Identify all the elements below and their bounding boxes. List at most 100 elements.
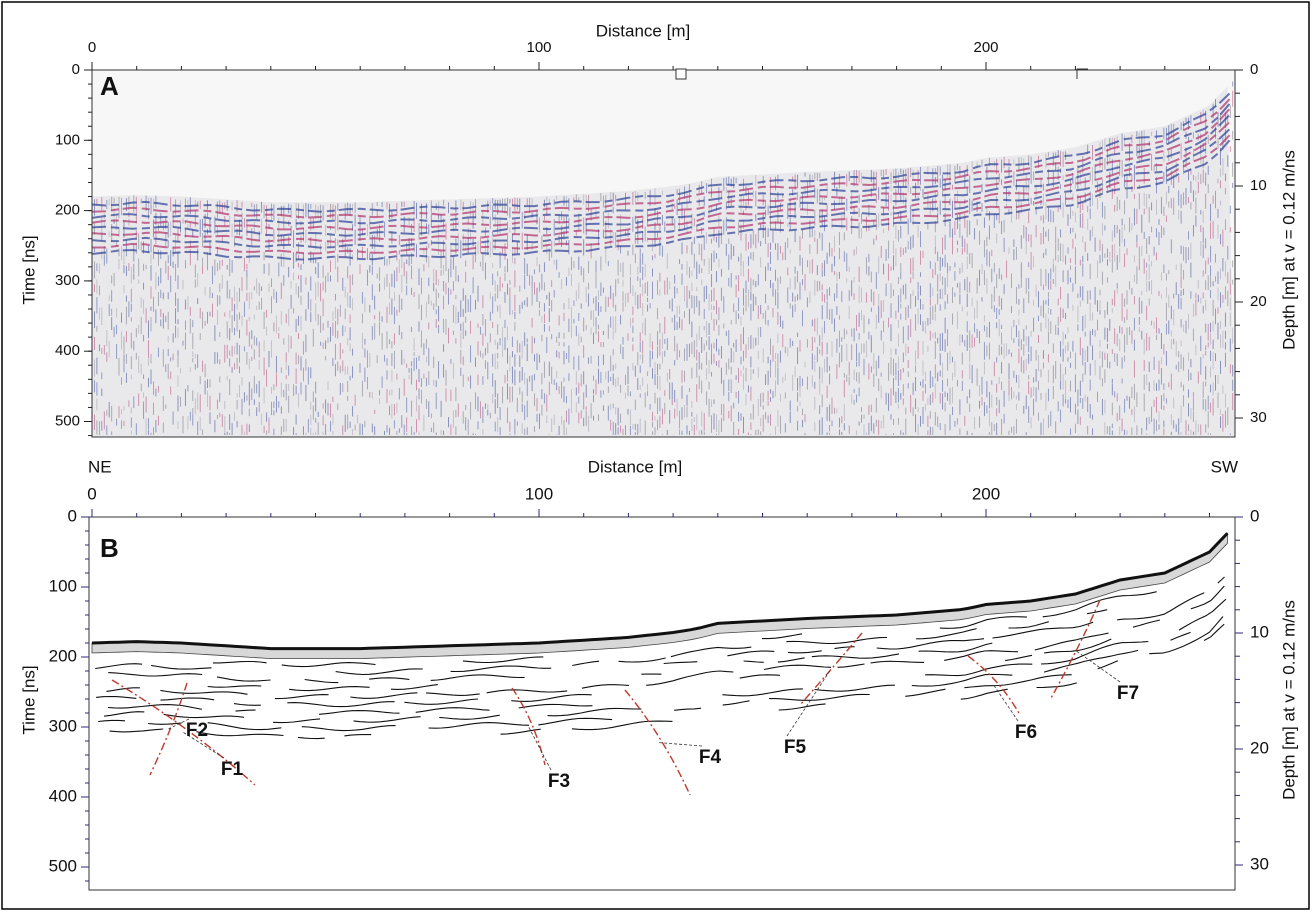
reflector	[104, 711, 145, 717]
reflector	[788, 650, 822, 654]
x-tick-label: 200	[972, 484, 1000, 503]
reflector	[160, 697, 215, 701]
reflector	[511, 694, 592, 702]
end-label: NE	[88, 457, 112, 476]
reflector	[876, 638, 985, 650]
reflector	[1008, 621, 1049, 629]
x-tick-label: 100	[525, 484, 553, 503]
reflector	[353, 716, 421, 723]
y-tick-label: 0	[68, 506, 77, 525]
y2-tick-label: 20	[1250, 293, 1267, 310]
leader	[657, 742, 703, 747]
reflector	[281, 662, 376, 668]
reflector	[151, 664, 212, 670]
reflector	[663, 661, 698, 665]
reflector	[1040, 640, 1149, 665]
reflector	[925, 663, 1033, 677]
fault	[967, 655, 1021, 716]
reflector	[415, 707, 490, 713]
reflector	[96, 695, 137, 699]
reflector	[911, 673, 1013, 687]
reflector	[646, 670, 734, 686]
y2-tick-label: 30	[1250, 409, 1267, 426]
leader	[528, 726, 552, 771]
reflector	[1034, 632, 1109, 651]
ground-surface	[91, 532, 1229, 651]
fault	[799, 632, 863, 706]
reflector	[1178, 598, 1227, 631]
reflection-band	[91, 90, 1233, 213]
reflector	[572, 660, 600, 667]
reflector	[727, 650, 775, 657]
reflector	[834, 646, 855, 650]
y-axis-title: Time [ns]	[19, 235, 38, 304]
reflector	[233, 703, 261, 706]
reflector	[918, 642, 993, 653]
reflector	[404, 698, 479, 705]
fault	[511, 687, 546, 766]
radargram	[91, 70, 1235, 438]
reflection-band	[91, 100, 1233, 225]
reflector	[722, 700, 750, 706]
reflector	[761, 633, 803, 640]
reflector	[344, 733, 372, 737]
reflector	[547, 707, 642, 717]
y-axis-title: Time [ns]	[19, 665, 38, 734]
reflector	[811, 653, 900, 659]
fault-label: F3	[548, 771, 570, 792]
reflector	[350, 692, 418, 699]
reflector	[430, 674, 525, 681]
fault-label: F6	[1015, 722, 1037, 743]
reflector	[571, 720, 673, 731]
y-tick-label: 100	[49, 576, 77, 595]
reflector	[108, 672, 203, 677]
panel-label: B	[100, 533, 119, 563]
fault-label: F4	[699, 747, 722, 768]
leader	[786, 668, 832, 737]
reflector	[216, 676, 271, 682]
marker	[1076, 68, 1088, 79]
y2-tick-label: 20	[1250, 738, 1269, 757]
reflector	[905, 688, 946, 697]
reflector	[212, 660, 267, 664]
y-tick-label: 300	[49, 716, 77, 735]
reflector	[450, 665, 552, 673]
reflector	[369, 677, 410, 680]
reflector	[1132, 619, 1161, 628]
y2-axis-title: Depth [m] at v = 0.12 m/ns	[1279, 150, 1298, 350]
y-tick-label: 100	[55, 131, 80, 148]
reflector	[670, 646, 752, 658]
reflector	[944, 650, 1019, 661]
reflector	[960, 688, 1008, 700]
reflector	[916, 628, 977, 640]
leader	[183, 732, 225, 759]
y2-tick-label: 0	[1250, 61, 1258, 78]
y-tick-label: 500	[49, 856, 77, 875]
reflector	[1044, 638, 1112, 654]
reflector	[777, 657, 805, 663]
reflector	[273, 718, 321, 724]
reflector	[722, 688, 803, 697]
reflector	[964, 674, 1072, 689]
reflector	[207, 685, 262, 688]
interpretation: F1 F2 F3 F4 F5 F6 F7	[91, 532, 1229, 796]
x-tick-label: 0	[87, 484, 96, 503]
marker	[675, 68, 687, 80]
x-axis-title: Distance [m]	[588, 457, 682, 476]
reflector	[107, 704, 202, 710]
reflector	[538, 717, 613, 726]
plot-frame-b	[88, 516, 1236, 891]
reflector	[1203, 623, 1225, 641]
reflector	[426, 692, 480, 696]
y2-tick-label: 10	[1250, 622, 1269, 641]
fault-label: F2	[186, 720, 208, 741]
reflector	[763, 664, 832, 671]
y-tick-label: 400	[49, 786, 77, 805]
reflector	[301, 725, 396, 732]
reflector	[939, 616, 1028, 629]
y2-axis-title: Depth [m] at v = 0.12 m/ns	[1279, 600, 1298, 800]
x-tick-label: 200	[973, 39, 998, 56]
y-tick-label: 300	[55, 272, 80, 289]
reflector	[992, 621, 1094, 639]
